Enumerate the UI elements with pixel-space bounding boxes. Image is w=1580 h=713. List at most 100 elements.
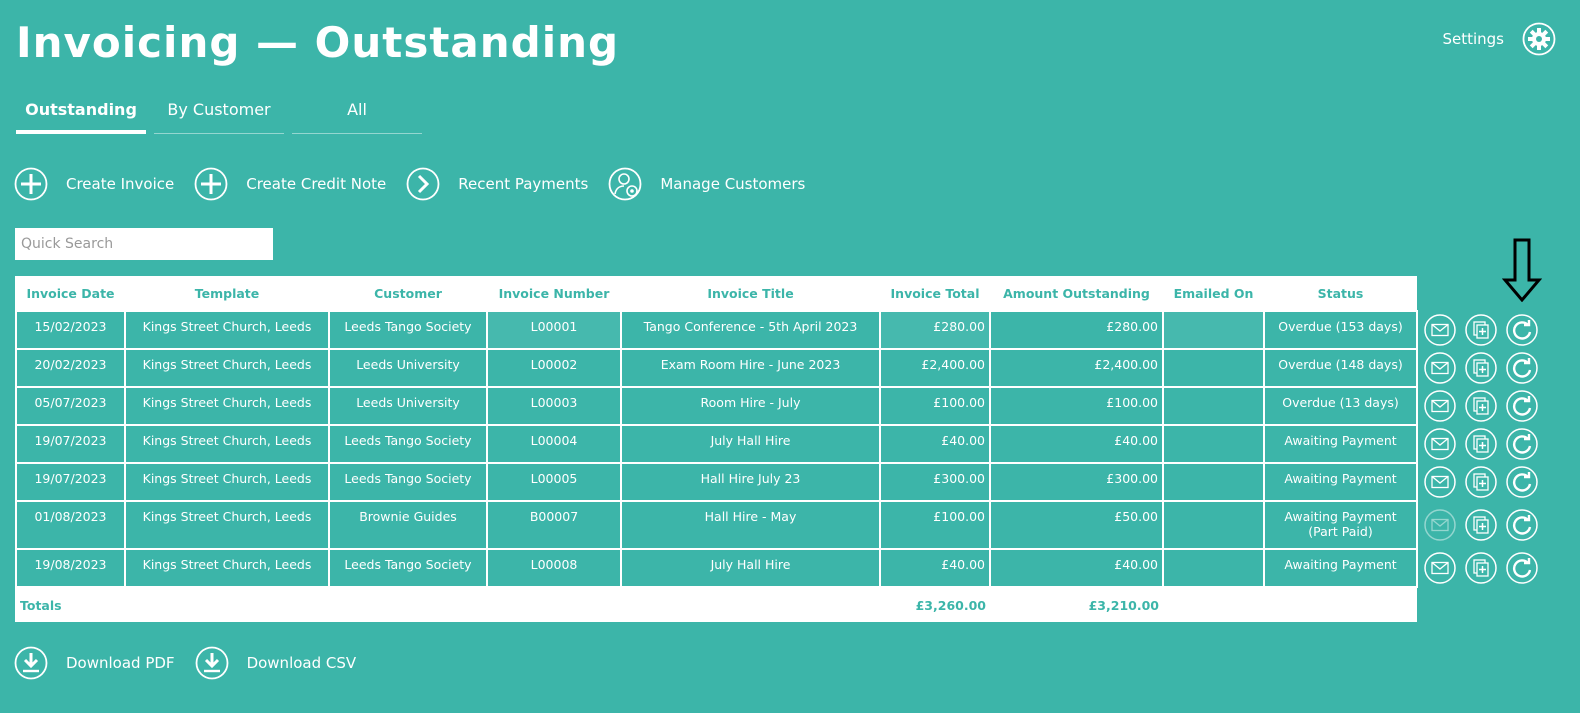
email-icon[interactable] <box>1424 428 1456 460</box>
invoice-title-cell: Hall Hire July 23 <box>620 462 881 502</box>
customer-cell: Leeds University <box>328 386 488 426</box>
customer-cell: Brownie Guides <box>328 500 488 550</box>
user-settings-icon <box>608 167 642 201</box>
quick-search-input[interactable] <box>15 228 273 260</box>
status-text: Overdue (13 days) <box>1282 395 1399 410</box>
settings-link[interactable]: Settings <box>1442 30 1504 48</box>
column-header[interactable]: Template <box>125 276 329 311</box>
refresh-icon[interactable] <box>1506 466 1538 498</box>
duplicate-icon[interactable] <box>1465 552 1497 584</box>
tab-by-customer[interactable]: By Customer <box>154 100 284 134</box>
refresh-icon[interactable] <box>1506 552 1538 584</box>
column-header[interactable]: Invoice Title <box>621 276 880 311</box>
duplicate-icon[interactable] <box>1465 390 1497 422</box>
email-icon[interactable] <box>1424 314 1456 346</box>
emailed-on-cell <box>1162 386 1265 426</box>
table-row[interactable]: 19/07/2023 Kings Street Church, Leeds Leed… <box>15 462 1418 502</box>
status-cell: Awaiting Payment (Part Paid) <box>1263 500 1418 550</box>
download-csv-label: Download CSV <box>246 654 357 672</box>
invoice-total-cell: £300.00 <box>879 462 991 502</box>
customer-cell: Leeds Tango Society <box>328 310 488 350</box>
column-header[interactable]: Status <box>1264 276 1417 311</box>
email-icon[interactable] <box>1424 352 1456 384</box>
column-header[interactable]: Amount Outstanding <box>990 276 1163 311</box>
invoice-date-cell: 19/07/2023 <box>15 462 126 502</box>
refresh-icon[interactable] <box>1506 314 1538 346</box>
status-cell: Overdue (13 days) <box>1263 386 1418 426</box>
email-icon[interactable] <box>1424 390 1456 422</box>
invoice-number-cell: L00002 <box>486 348 622 388</box>
tab-outstanding[interactable]: Outstanding <box>16 100 146 134</box>
refresh-icon[interactable] <box>1506 509 1538 541</box>
email-icon[interactable] <box>1424 466 1456 498</box>
create-credit-note-button[interactable]: Create Credit Note <box>194 167 386 201</box>
invoice-total-cell: £100.00 <box>879 386 991 426</box>
column-header[interactable]: Invoice Date <box>16 276 125 311</box>
template-cell: Kings Street Church, Leeds <box>124 462 330 502</box>
status-text: Awaiting Payment <box>1284 557 1397 572</box>
table-row[interactable]: 19/07/2023 Kings Street Church, Leeds Leed… <box>15 424 1418 464</box>
row-action-group <box>1424 314 1538 346</box>
chevron-right-icon <box>406 167 440 201</box>
customer-cell: Leeds University <box>328 348 488 388</box>
page-title: Invoicing — Outstanding <box>16 18 620 67</box>
column-header[interactable]: Emailed On <box>1163 276 1264 311</box>
invoice-number-cell: L00004 <box>486 424 622 464</box>
action-bar: Create Invoice Create Credit Note Recent… <box>14 167 825 201</box>
amount-outstanding-cell: £100.00 <box>989 386 1164 426</box>
customer-cell: Leeds Tango Society <box>328 462 488 502</box>
tab-all[interactable]: All <box>292 100 422 134</box>
totals-row: Totals £3,260.00 £3,210.00 <box>16 587 1417 622</box>
customer-cell: Leeds Tango Society <box>328 424 488 464</box>
invoice-number-cell: L00001 <box>486 310 622 350</box>
table-row[interactable]: 19/08/2023 Kings Street Church, Leeds Leed… <box>15 548 1418 588</box>
settings-area: Settings <box>1442 22 1556 56</box>
invoice-table: Invoice Date Template Customer Invoice N… <box>15 276 1418 622</box>
table-row[interactable]: 05/07/2023 Kings Street Church, Leeds Leed… <box>15 386 1418 426</box>
download-pdf-button[interactable]: Download PDF <box>14 646 175 680</box>
create-invoice-label: Create Invoice <box>66 175 175 193</box>
status-text: Awaiting Payment <box>1284 433 1397 448</box>
download-icon <box>14 646 48 680</box>
duplicate-icon[interactable] <box>1465 314 1497 346</box>
download-csv-button[interactable]: Download CSV <box>195 646 357 680</box>
duplicate-icon[interactable] <box>1465 428 1497 460</box>
email-icon <box>1424 509 1456 541</box>
duplicate-icon[interactable] <box>1465 352 1497 384</box>
row-action-group <box>1424 509 1538 541</box>
table-row[interactable]: 20/02/2023 Kings Street Church, Leeds Leed… <box>15 348 1418 388</box>
status-cell: Overdue (153 days) <box>1263 310 1418 350</box>
duplicate-icon[interactable] <box>1465 466 1497 498</box>
emailed-on-cell <box>1162 548 1265 588</box>
table-row[interactable]: 01/08/2023 Kings Street Church, Leeds Brow… <box>15 500 1418 550</box>
create-invoice-button[interactable]: Create Invoice <box>14 167 174 201</box>
invoice-date-cell: 05/07/2023 <box>15 386 126 426</box>
refresh-icon[interactable] <box>1506 428 1538 460</box>
download-icon <box>195 646 228 680</box>
status-text: Awaiting Payment <box>1284 471 1397 486</box>
column-header[interactable]: Invoice Total <box>880 276 990 311</box>
template-cell: Kings Street Church, Leeds <box>124 424 330 464</box>
table-row[interactable]: 15/02/2023 Kings Street Church, Leeds Leed… <box>15 310 1418 350</box>
duplicate-icon[interactable] <box>1465 509 1497 541</box>
status-text: Overdue (148 days) <box>1278 357 1403 372</box>
column-header[interactable]: Customer <box>329 276 487 311</box>
invoice-number-cell: L00005 <box>486 462 622 502</box>
gear-icon[interactable] <box>1522 22 1556 56</box>
refresh-icon[interactable] <box>1506 390 1538 422</box>
totals-label: Totals <box>16 587 125 622</box>
invoice-date-cell: 20/02/2023 <box>15 348 126 388</box>
download-pdf-label: Download PDF <box>66 654 175 672</box>
tab-bar: Outstanding By Customer All <box>16 100 422 134</box>
status-text: Overdue (153 days) <box>1278 319 1403 334</box>
refresh-icon[interactable] <box>1506 352 1538 384</box>
emailed-on-cell <box>1162 462 1265 502</box>
amount-outstanding-cell: £300.00 <box>989 462 1164 502</box>
emailed-on-cell <box>1162 500 1265 550</box>
invoice-title-cell: July Hall Hire <box>620 548 881 588</box>
manage-customers-button[interactable]: Manage Customers <box>608 167 805 201</box>
invoice-total-cell: £2,400.00 <box>879 348 991 388</box>
column-header[interactable]: Invoice Number <box>487 276 621 311</box>
email-icon[interactable] <box>1424 552 1456 584</box>
recent-payments-button[interactable]: Recent Payments <box>406 167 588 201</box>
